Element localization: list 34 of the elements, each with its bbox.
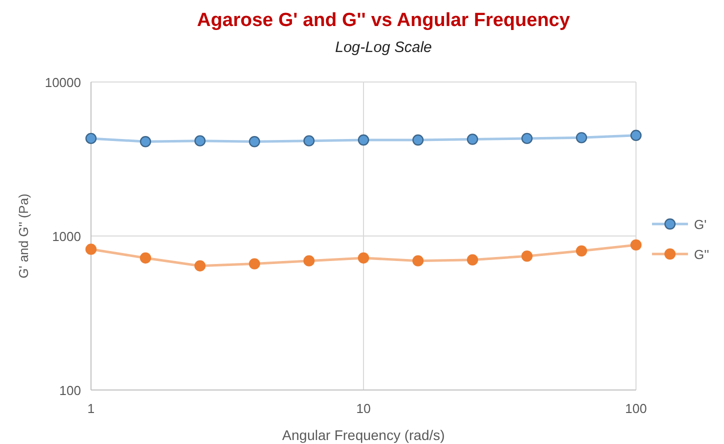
chart-subtitle: Log-Log Scale: [335, 39, 432, 56]
point: [358, 252, 370, 264]
x-tick-label: 100: [625, 401, 647, 416]
point: [140, 252, 152, 264]
y-tick-label: 10000: [44, 75, 81, 90]
y-axis-title: G' and G'' (Pa): [16, 194, 31, 278]
legend-label: G'': [694, 247, 710, 262]
point: [194, 135, 206, 146]
point: [630, 239, 642, 251]
point: [303, 255, 315, 266]
point: [140, 136, 152, 148]
point: [412, 134, 424, 146]
point: [630, 130, 642, 141]
point: [521, 132, 533, 144]
legend-label: G': [694, 217, 707, 232]
point: [85, 244, 97, 255]
point: [358, 134, 370, 146]
y-tick-label: 100: [59, 383, 81, 398]
point: [576, 245, 588, 257]
point: [466, 254, 478, 266]
y-tick-label: 1000: [52, 229, 81, 244]
point: [576, 132, 588, 144]
chart-title: Agarose G' and G'' vs Angular Frequency: [197, 10, 570, 31]
point: [521, 250, 533, 262]
point: [412, 255, 424, 266]
point: [85, 132, 97, 144]
x-axis-title: Angular Frequency (rad/s): [282, 427, 445, 443]
x-tick-label: 1: [87, 401, 95, 416]
point: [303, 135, 315, 146]
x-tick-label: 10: [356, 401, 371, 416]
point: [248, 258, 260, 270]
point: [194, 260, 206, 272]
point: [466, 134, 478, 145]
point: [248, 136, 260, 148]
